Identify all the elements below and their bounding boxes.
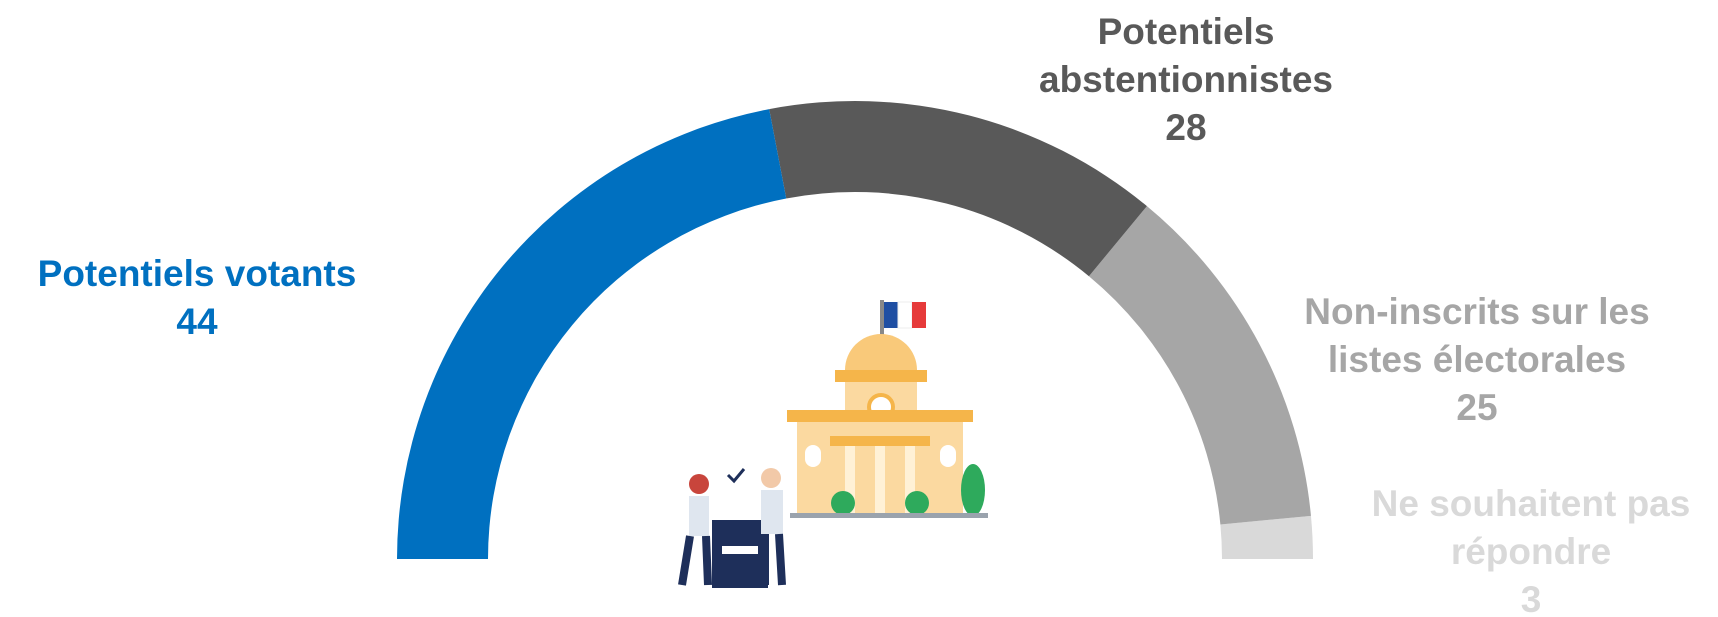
illustration: [678, 300, 988, 588]
ground: [790, 513, 988, 518]
segment: [1220, 515, 1313, 559]
column: [875, 446, 885, 514]
tree: [961, 464, 985, 516]
voter-body: [689, 496, 709, 536]
bush: [905, 491, 929, 515]
segment-label: Potentiels abstentionnistes 28: [1006, 8, 1366, 152]
entablature: [830, 436, 930, 446]
roof: [787, 410, 973, 422]
segment: [769, 101, 1147, 277]
voter-legs: [761, 533, 786, 586]
segment: [1088, 206, 1311, 525]
segment: [397, 109, 787, 560]
window: [940, 445, 956, 467]
ballot-label: [722, 546, 758, 554]
value-label: 28: [1165, 107, 1207, 148]
voter-head: [689, 474, 709, 494]
segment-label: Non-inscrits sur les listes électorales 2…: [1267, 288, 1687, 432]
bush: [831, 491, 855, 515]
category-name: Potentiels votants: [37, 253, 357, 294]
column: [905, 446, 915, 514]
value-label: 44: [176, 301, 218, 342]
voter-legs: [678, 535, 712, 586]
category-name: Potentiels abstentionnistes: [1039, 11, 1333, 100]
segment-label: Ne souhaitent pas répondre 3: [1351, 480, 1711, 617]
dome: [845, 334, 917, 370]
flag-white: [897, 301, 913, 329]
flag-blue: [884, 302, 898, 328]
voter-head: [761, 468, 781, 488]
segment-label: Potentiels votants 44: [0, 250, 407, 346]
value-label: 3: [1520, 579, 1542, 617]
category-name: Ne souhaitent pas répondre: [1371, 483, 1691, 572]
column: [845, 446, 855, 514]
checkmark: [726, 468, 746, 484]
window: [805, 445, 821, 467]
value-label: 25: [1456, 387, 1498, 428]
category-name: Non-inscrits sur les listes électorales: [1304, 291, 1650, 380]
flag-pole: [880, 300, 884, 340]
flag-red: [912, 302, 926, 328]
cornice: [835, 370, 927, 382]
voter-body: [761, 490, 783, 534]
